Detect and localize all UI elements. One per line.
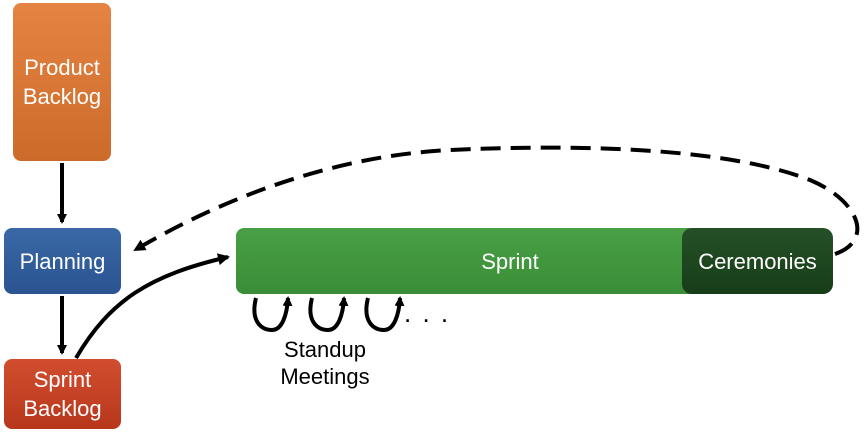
ceremonies-label: Ceremonies (698, 248, 817, 274)
standup-meetings-label: Standup Meetings (280, 337, 370, 389)
product-backlog-box: Product Backlog (13, 3, 111, 161)
sprint-label: Sprint (481, 249, 539, 274)
standup-loop-1 (252, 296, 293, 333)
product-backlog-label: Product Backlog (22, 55, 102, 109)
standup-loop-2 (308, 296, 349, 333)
arrow-ceremonies-to-planning (133, 145, 860, 256)
planning-label: Planning (19, 248, 106, 274)
standup-loop-3 (364, 296, 405, 333)
ceremonies-box: Ceremonies (682, 228, 833, 294)
sprint-backlog-box: Sprint Backlog (4, 359, 121, 429)
arrow-sprint-backlog-to-sprint (74, 253, 230, 360)
ellipsis: . . . (404, 298, 451, 328)
planning-box: Planning (4, 228, 121, 294)
sprint-backlog-label: Sprint Backlog (23, 367, 102, 421)
